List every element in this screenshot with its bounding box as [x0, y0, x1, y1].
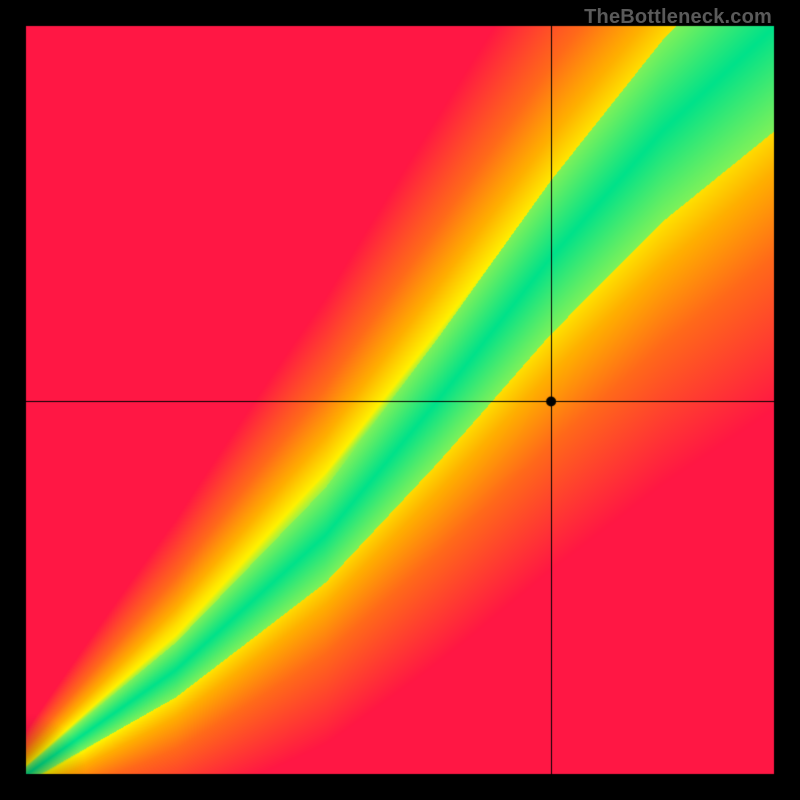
watermark-text: TheBottleneck.com [584, 6, 772, 29]
